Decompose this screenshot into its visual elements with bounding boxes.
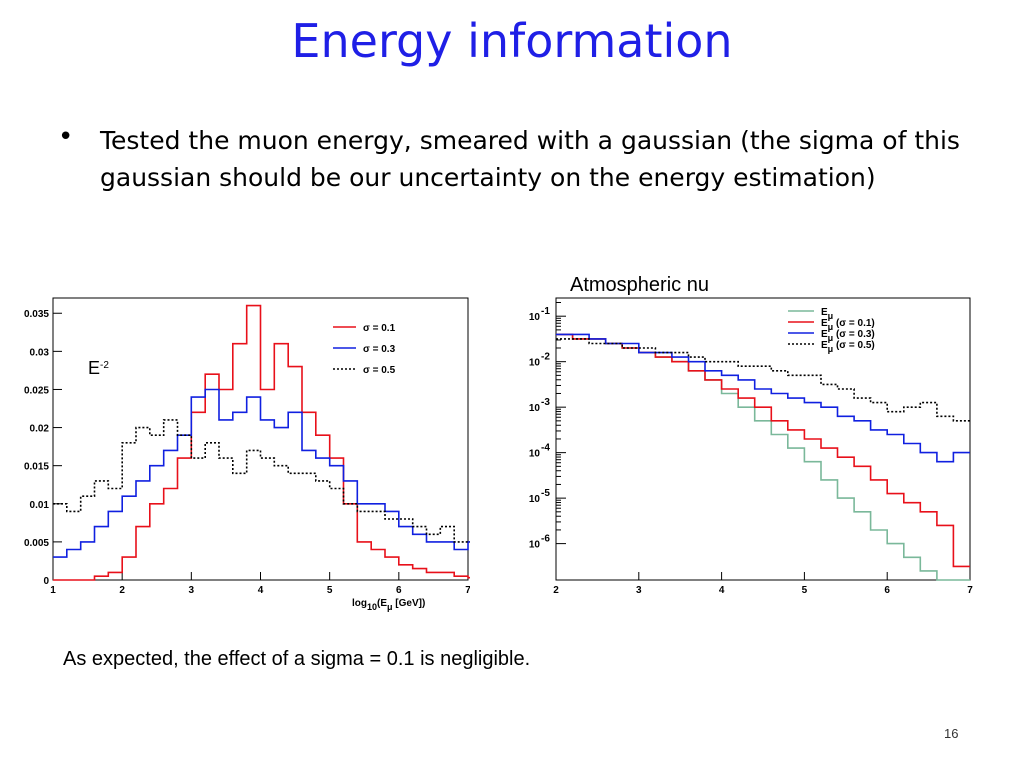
series-line-1 — [556, 333, 970, 568]
y-tick-exponent: -1 — [541, 306, 550, 317]
series-line-1 — [53, 388, 470, 558]
y-tick-label: 10 — [529, 312, 541, 323]
y-tick-label: 0.01 — [30, 500, 50, 511]
y-tick-exponent: -4 — [541, 443, 550, 454]
series-line-2 — [556, 333, 970, 463]
x-tick-label: 6 — [396, 585, 402, 596]
x-tick-label: 3 — [189, 585, 195, 596]
x-tick-label: 7 — [967, 585, 973, 596]
series-line-2 — [53, 419, 470, 543]
y-tick-label: 0.02 — [30, 424, 50, 435]
x-tick-label: 1 — [50, 585, 56, 596]
slide-title: Energy information — [291, 14, 733, 68]
y-tick-label: 0 — [43, 576, 49, 587]
legend-entry-1: Eμ (σ = 0.1) — [821, 318, 875, 332]
plot-frame — [555, 297, 971, 581]
y-tick-exponent: -2 — [541, 352, 550, 363]
x-tick-label: 3 — [636, 585, 642, 596]
conclusion-text: As expected, the effect of a sigma = 0.1… — [63, 648, 531, 670]
series-line-0 — [556, 333, 970, 581]
x-tick-label: 4 — [258, 585, 264, 596]
legend-entry-3: Eμ (σ = 0.5) — [821, 340, 875, 354]
chart-left: 1 2 3 4 5 6 7 0 0.005 0.01 0.015 0.02 0.025 0.03 0.035… — [24, 297, 470, 612]
x-tick-label: 5 — [327, 585, 333, 596]
page-number: 16 — [944, 726, 959, 741]
x-tick-label: 2 — [553, 585, 559, 596]
legend-entry-2: σ = 0.5 — [363, 365, 396, 376]
y-tick-label: 0.015 — [24, 462, 49, 473]
y-tick-exponent: -6 — [541, 534, 550, 545]
legend-entry-0: Eμ — [821, 307, 833, 321]
y-tick-label: 10 — [529, 403, 541, 414]
x-tick-label: 2 — [119, 585, 125, 596]
x-axis-label: log10(Eμ [GeV]) — [352, 598, 425, 612]
panel-label: Atmospheric nu — [570, 274, 709, 296]
y-tick-exponent: -5 — [541, 488, 550, 499]
bullet-text: Tested the muon energy, smeared with a g… — [100, 126, 960, 192]
annotation-label: E-2 — [88, 358, 109, 378]
y-tick-label: 0.035 — [24, 309, 49, 320]
y-tick-exponent: -3 — [541, 397, 550, 408]
x-tick-label: 5 — [802, 585, 808, 596]
x-tick-label: 4 — [719, 585, 725, 596]
y-tick-label: 0.025 — [24, 385, 49, 396]
y-tick-label: 0.005 — [24, 538, 49, 549]
y-tick-label: 0.03 — [30, 347, 50, 358]
x-tick-label: 7 — [465, 585, 470, 596]
legend-entry-0: σ = 0.1 — [363, 323, 396, 334]
legend-entry-2: Eμ (σ = 0.3) — [821, 329, 875, 343]
series-line-3 — [556, 338, 970, 422]
series-line-0 — [53, 304, 470, 581]
y-tick-label: 10 — [529, 540, 541, 551]
y-tick-label: 10 — [529, 494, 541, 505]
x-tick-label: 6 — [884, 585, 890, 596]
y-tick-label: 10 — [529, 449, 541, 460]
bullet-dot-icon: • — [58, 122, 74, 152]
legend-entry-1: σ = 0.3 — [363, 344, 396, 355]
y-tick-label: 10 — [529, 358, 541, 369]
